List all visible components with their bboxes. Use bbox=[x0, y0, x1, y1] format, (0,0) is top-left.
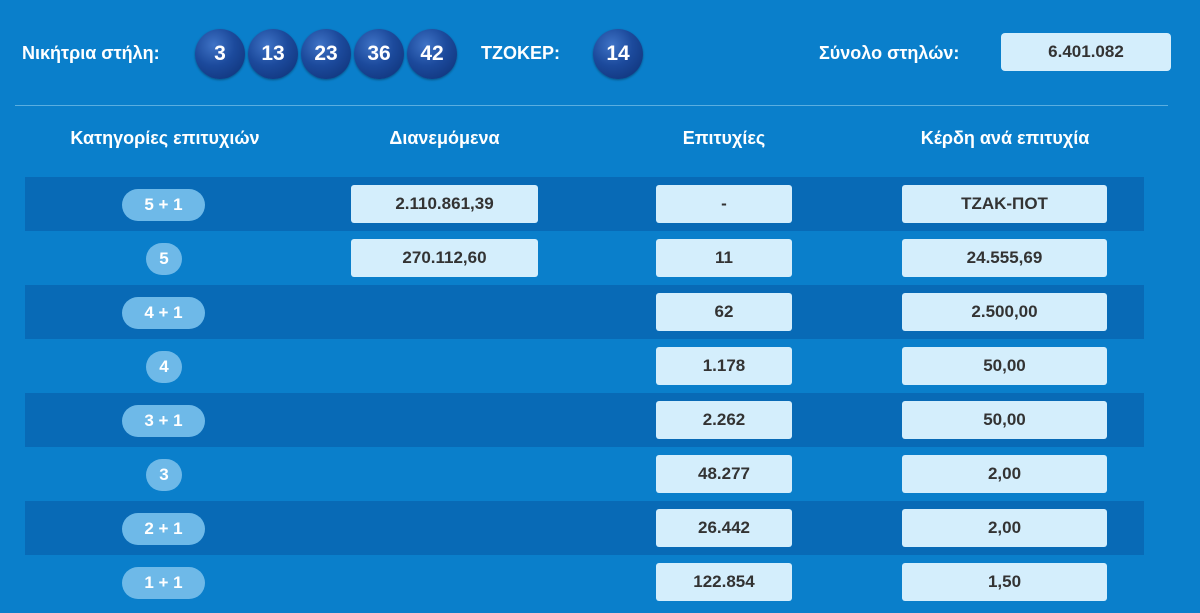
winning-number-ball-1: 3 bbox=[195, 29, 245, 79]
table-row: 1 + 1 122.854 1,50 bbox=[25, 555, 1144, 609]
prize-per-winner: ΤΖΑΚ-ΠΟΤ bbox=[902, 185, 1107, 223]
winners-count: 11 bbox=[656, 239, 792, 277]
prize-per-winner: 1,50 bbox=[902, 563, 1107, 601]
winners-count: 26.442 bbox=[656, 509, 792, 547]
table-row: 3 48.277 2,00 bbox=[25, 447, 1144, 501]
winners-count: 1.178 bbox=[656, 347, 792, 385]
draw-results-header: Νικήτρια στήλη: 3 13 23 36 42 ΤΖΟΚΕΡ: 14… bbox=[0, 0, 1200, 106]
winning-column-label: Νικήτρια στήλη: bbox=[22, 43, 160, 63]
prize-per-winner: 50,00 bbox=[902, 347, 1107, 385]
table-row: 4 1.178 50,00 bbox=[25, 339, 1144, 393]
table-row: 2 + 1 26.442 2,00 bbox=[25, 501, 1144, 555]
prize-categories-table: 5 + 1 2.110.861,39 - ΤΖΑΚ-ΠΟΤ 5 270.112,… bbox=[25, 177, 1144, 609]
column-header-winners: Επιτυχίες bbox=[682, 128, 766, 148]
prize-per-winner: 2,00 bbox=[902, 455, 1107, 493]
table-row: 5 + 1 2.110.861,39 - ΤΖΑΚ-ΠΟΤ bbox=[25, 177, 1144, 231]
prize-per-winner: 50,00 bbox=[902, 401, 1107, 439]
winning-number-ball-4: 36 bbox=[354, 29, 404, 79]
table-row: 3 + 1 2.262 50,00 bbox=[25, 393, 1144, 447]
winners-count: 48.277 bbox=[656, 455, 792, 493]
winning-number-ball-5: 42 bbox=[407, 29, 457, 79]
winners-count: 62 bbox=[656, 293, 792, 331]
column-header-categories: Κατηγορίες επιτυχιών bbox=[70, 128, 260, 148]
category-badge: 2 + 1 bbox=[122, 513, 205, 545]
table-row: 4 + 1 62 2.500,00 bbox=[25, 285, 1144, 339]
joker-number-ball: 14 bbox=[593, 29, 643, 79]
winning-number-ball-3: 23 bbox=[301, 29, 351, 79]
total-columns-label: Σύνολο στηλών: bbox=[819, 43, 960, 63]
category-badge: 5 bbox=[146, 243, 182, 275]
winners-count: 122.854 bbox=[656, 563, 792, 601]
total-columns-value: 6.401.082 bbox=[1001, 33, 1171, 71]
distributed-amount: 2.110.861,39 bbox=[351, 185, 538, 223]
prize-per-winner: 24.555,69 bbox=[902, 239, 1107, 277]
winning-number-ball-2: 13 bbox=[248, 29, 298, 79]
category-badge: 1 + 1 bbox=[122, 567, 205, 599]
winners-count: 2.262 bbox=[656, 401, 792, 439]
prize-per-winner: 2,00 bbox=[902, 509, 1107, 547]
category-badge: 5 + 1 bbox=[122, 189, 205, 221]
column-header-prize: Κέρδη ανά επιτυχία bbox=[920, 128, 1090, 148]
joker-label: ΤΖΟΚΕΡ: bbox=[481, 43, 560, 63]
column-header-distributed: Διανεμόμενα bbox=[389, 128, 500, 148]
category-badge: 4 + 1 bbox=[122, 297, 205, 329]
header-divider bbox=[15, 105, 1168, 106]
prize-per-winner: 2.500,00 bbox=[902, 293, 1107, 331]
winners-count: - bbox=[656, 185, 792, 223]
category-badge: 3 + 1 bbox=[122, 405, 205, 437]
table-row: 5 270.112,60 11 24.555,69 bbox=[25, 231, 1144, 285]
category-badge: 4 bbox=[146, 351, 182, 383]
distributed-amount: 270.112,60 bbox=[351, 239, 538, 277]
category-badge: 3 bbox=[146, 459, 182, 491]
